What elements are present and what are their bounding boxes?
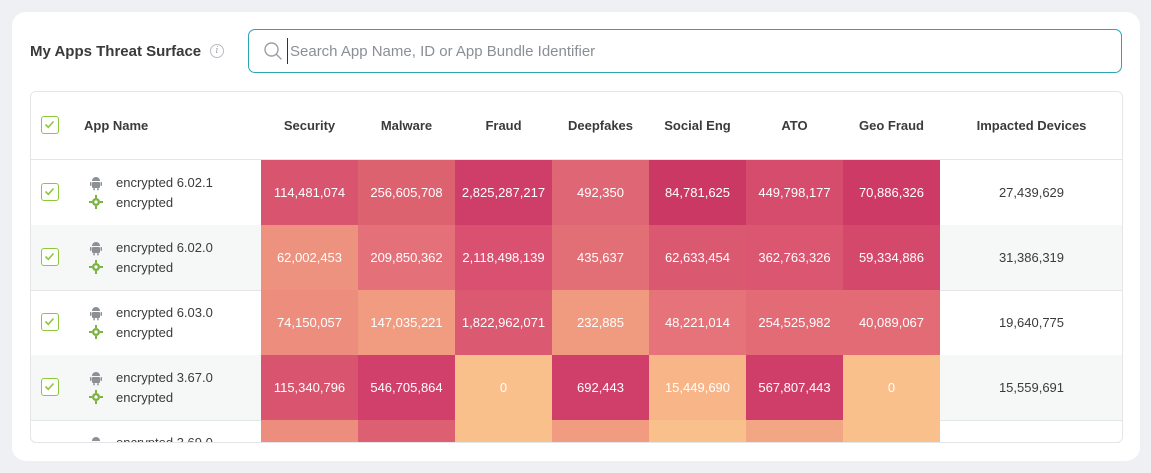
column-social-eng[interactable]: Social Eng: [664, 118, 731, 133]
row-checkbox[interactable]: [41, 313, 59, 331]
cell-fraud[interactable]: 2,118,498,139: [455, 225, 552, 290]
android-icon: [90, 307, 102, 321]
android-icon: [90, 242, 102, 256]
row-checkbox[interactable]: [41, 183, 59, 201]
android-icon: [90, 372, 102, 386]
cell-geo-fraud[interactable]: [843, 420, 940, 442]
search-icon: [264, 42, 282, 60]
cell-deepfakes[interactable]: 435,637: [552, 225, 649, 290]
cell-geo-fraud[interactable]: 59,334,886: [843, 225, 940, 290]
app-identifier: encrypted: [116, 390, 174, 405]
cell-fraud[interactable]: 0: [455, 355, 552, 420]
column-malware[interactable]: Malware: [380, 118, 433, 133]
cell-malware[interactable]: 546,705,864: [358, 355, 455, 420]
cell-malware[interactable]: 209,850,362: [358, 225, 455, 290]
cell-impacted-devices: 27,439,629: [998, 185, 1065, 200]
check-icon: [44, 382, 55, 391]
app-identifier: encrypted: [116, 195, 174, 210]
cell-social-eng[interactable]: 62,633,454: [649, 225, 746, 290]
cell-social-eng[interactable]: 84,781,625: [649, 160, 746, 225]
row-checkbox[interactable]: [41, 378, 59, 396]
app-name[interactable]: encrypted 3.67.0: [116, 370, 213, 385]
cell-ato[interactable]: 254,525,982: [746, 290, 843, 355]
select-all-checkbox[interactable]: [41, 116, 59, 134]
platform-icons: [89, 435, 103, 442]
table-row[interactable]: encrypted 3.69.0: [31, 420, 1122, 443]
android-sdk-icon: [89, 260, 103, 274]
cell-security[interactable]: 74,150,057: [261, 290, 358, 355]
cell-impacted-devices: 19,640,775: [998, 315, 1065, 330]
app-name[interactable]: encrypted 6.02.1: [116, 175, 213, 190]
column-app-name[interactable]: App Name: [84, 118, 149, 133]
cell-malware[interactable]: 256,605,708: [358, 160, 455, 225]
table-row[interactable]: encrypted 6.02.1 encrypted 114,481,074 256,…: [31, 160, 1122, 226]
threat-table: App Name Security Malware Fraud Deepfake…: [30, 91, 1123, 443]
info-icon[interactable]: i: [210, 44, 224, 58]
platform-icons: [89, 240, 103, 276]
cell-geo-fraud[interactable]: 70,886,326: [843, 160, 940, 225]
cell-security[interactable]: [261, 420, 358, 442]
page-title: My Apps Threat Surface: [30, 43, 202, 60]
column-security[interactable]: Security: [283, 118, 336, 133]
table-row[interactable]: encrypted 6.02.0 encrypted 62,002,453 209,8…: [31, 225, 1122, 291]
cell-malware[interactable]: [358, 420, 455, 442]
cell-social-eng[interactable]: 48,221,014: [649, 290, 746, 355]
search-input[interactable]: [287, 38, 1112, 64]
cell-deepfakes[interactable]: 232,885: [552, 290, 649, 355]
cell-deepfakes[interactable]: 692,443: [552, 355, 649, 420]
row-checkbox[interactable]: [41, 248, 59, 266]
cell-malware[interactable]: 147,035,221: [358, 290, 455, 355]
cell-geo-fraud[interactable]: 0: [843, 355, 940, 420]
cell-fraud[interactable]: 1,822,962,071: [455, 290, 552, 355]
cell-ato[interactable]: 567,807,443: [746, 355, 843, 420]
android-icon: [92, 437, 100, 441]
check-icon: [44, 317, 55, 326]
cell-ato[interactable]: [746, 420, 843, 442]
column-geo-fraud[interactable]: Geo Fraud: [858, 118, 924, 133]
column-deepfakes[interactable]: Deepfakes: [567, 118, 634, 133]
search-box[interactable]: [248, 29, 1122, 73]
cell-security[interactable]: 115,340,796: [261, 355, 358, 420]
android-sdk-icon: [89, 195, 103, 209]
cell-ato[interactable]: 362,763,326: [746, 225, 843, 290]
cell-security[interactable]: 114,481,074: [261, 160, 358, 225]
column-impacted-devices[interactable]: Impacted Devices: [976, 118, 1087, 133]
app-identifier: encrypted: [116, 325, 174, 340]
table-row[interactable]: encrypted 6.03.0 encrypted 74,150,057 147,0…: [31, 290, 1122, 356]
android-icon: [90, 177, 102, 191]
app-name[interactable]: encrypted 6.02.0: [116, 240, 213, 255]
cell-impacted-devices: 31,386,319: [998, 250, 1065, 265]
table-row[interactable]: encrypted 3.67.0 encrypted 115,340,796 546,…: [31, 355, 1122, 421]
platform-icons: [89, 175, 103, 211]
cell-security[interactable]: 62,002,453: [261, 225, 358, 290]
app-name[interactable]: encrypted 3.69.0: [116, 435, 213, 443]
cell-deepfakes[interactable]: [552, 420, 649, 442]
android-sdk-icon: [89, 325, 103, 339]
check-icon: [44, 120, 55, 129]
app-name[interactable]: encrypted 6.03.0: [116, 305, 213, 320]
cell-social-eng[interactable]: [649, 420, 746, 442]
column-fraud[interactable]: Fraud: [485, 118, 522, 133]
cell-deepfakes[interactable]: 492,350: [552, 160, 649, 225]
cell-impacted-devices: [944, 420, 1119, 442]
cell-ato[interactable]: 449,798,177: [746, 160, 843, 225]
cell-impacted-devices: 15,559,691: [998, 380, 1065, 395]
cell-fraud[interactable]: 2,825,287,217: [455, 160, 552, 225]
android-sdk-icon: [89, 390, 103, 404]
platform-icons: [89, 305, 103, 341]
app-identifier: encrypted: [116, 260, 174, 275]
cell-geo-fraud[interactable]: 40,089,067: [843, 290, 940, 355]
column-ato[interactable]: ATO: [781, 118, 808, 133]
cell-social-eng[interactable]: 15,449,690: [649, 355, 746, 420]
check-icon: [44, 252, 55, 261]
cell-fraud[interactable]: [455, 420, 552, 442]
table-header: App Name Security Malware Fraud Deepfake…: [31, 92, 1122, 160]
check-icon: [44, 187, 55, 196]
threat-surface-card: My Apps Threat Surface i App Name Securi…: [12, 12, 1140, 461]
platform-icons: [89, 370, 103, 406]
